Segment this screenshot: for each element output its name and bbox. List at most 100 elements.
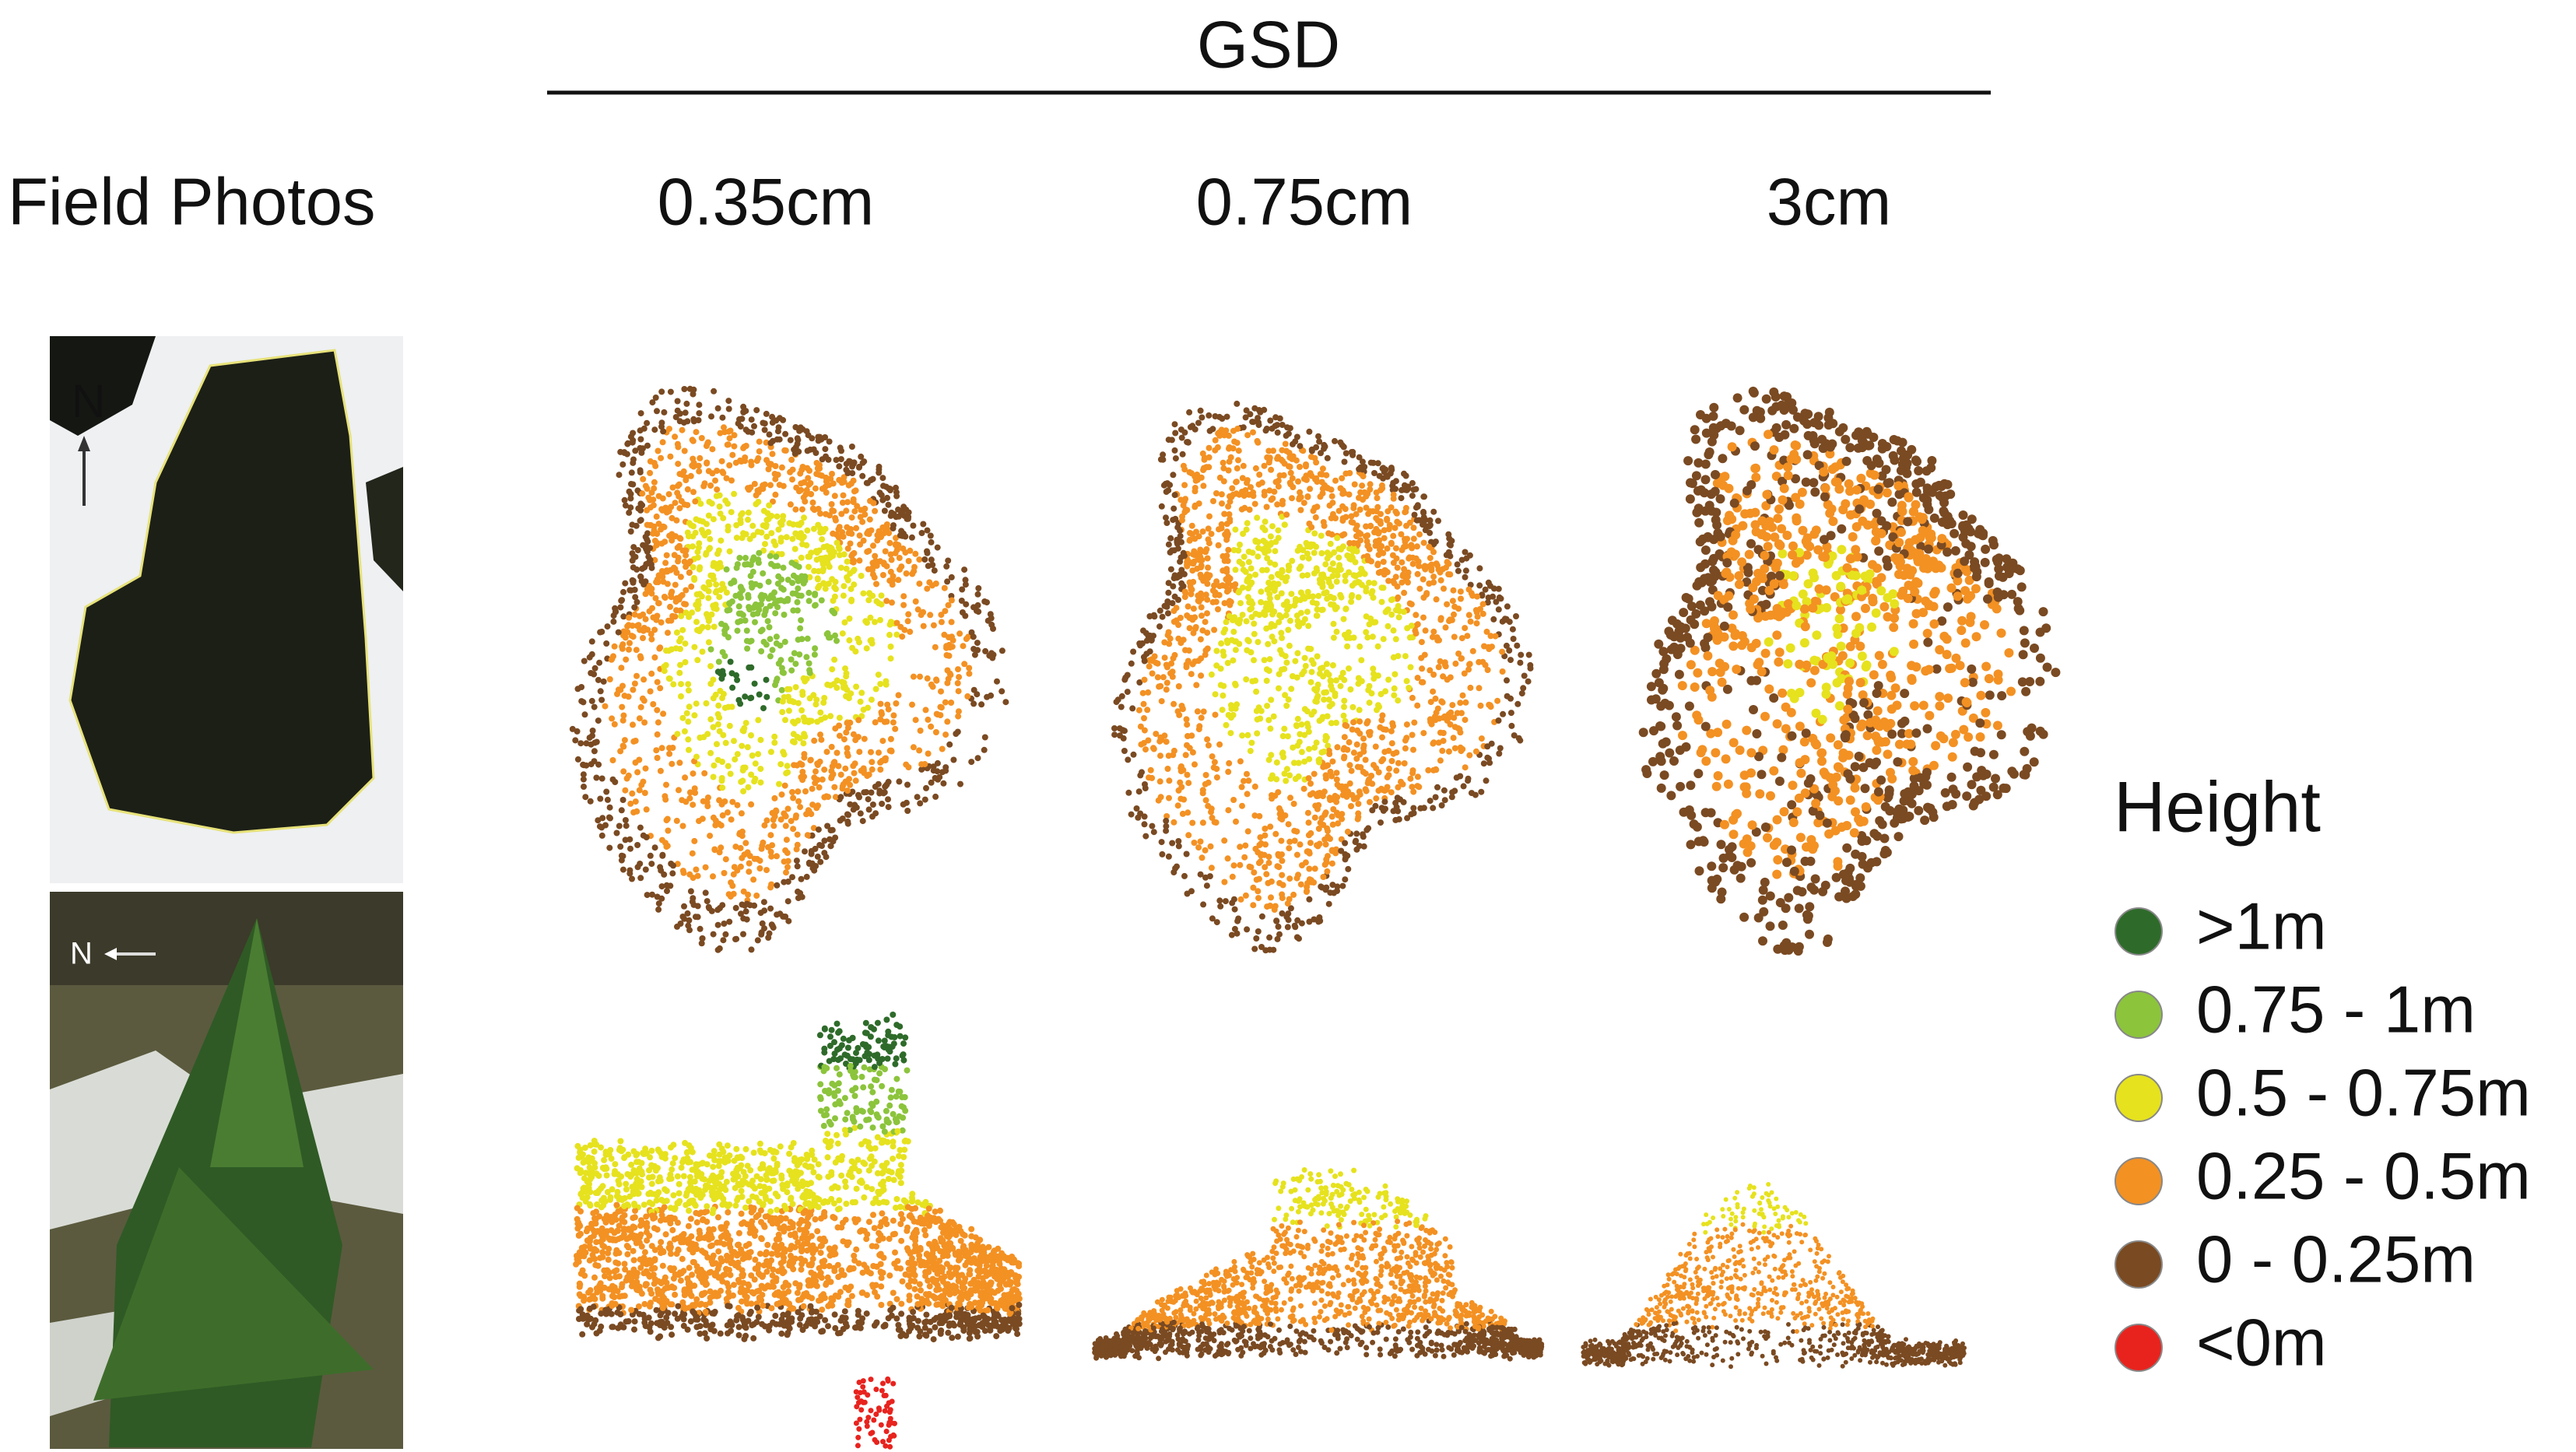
cloud-point	[794, 831, 801, 838]
cloud-point	[1377, 819, 1384, 826]
cloud-point	[609, 715, 616, 722]
cloud-point	[1242, 892, 1249, 899]
cloud-point	[804, 527, 811, 534]
cloud-point	[752, 760, 759, 767]
cloud-point	[710, 773, 717, 780]
cloud-point	[572, 737, 579, 744]
cloud-point	[661, 409, 668, 416]
cloud-point	[924, 549, 931, 556]
cloud-point	[694, 657, 701, 664]
cloud-point	[581, 658, 588, 665]
cloud-point	[1300, 619, 1306, 626]
cloud-point	[1484, 667, 1491, 673]
cloud-point	[1374, 460, 1381, 467]
cloud-point	[658, 423, 665, 430]
cloud-point	[598, 628, 605, 635]
cloud-point	[616, 822, 623, 829]
cloud-point	[680, 869, 687, 876]
cloud-point	[690, 801, 697, 808]
cloud-point	[748, 801, 755, 808]
cloud-point	[1401, 470, 1407, 477]
cloud-point	[784, 597, 791, 604]
cloud-point	[1485, 644, 1492, 651]
cloud-point	[1297, 464, 1303, 470]
cloud-point	[1244, 578, 1251, 584]
cloud-point	[1363, 826, 1370, 833]
cloud-point	[1226, 511, 1233, 517]
cloud-point	[1513, 613, 1519, 619]
cloud-point	[1292, 924, 1299, 931]
cloud-point	[1141, 658, 1148, 665]
cloud-point	[1363, 787, 1370, 794]
cloud-point	[626, 646, 632, 653]
cloud-point	[1739, 912, 1750, 922]
cloud-point	[1165, 629, 1172, 636]
cloud-point	[1156, 683, 1163, 690]
cloud-point	[808, 491, 815, 497]
cloud-point	[780, 913, 787, 920]
cloud-point	[795, 788, 802, 795]
cloud-point	[998, 688, 1005, 695]
cloud-point	[651, 654, 658, 661]
cloud-point	[1385, 772, 1392, 779]
cloud-point	[1199, 787, 1206, 794]
cloud-point	[800, 675, 807, 682]
cloud-point	[1202, 847, 1209, 854]
cloud-point	[949, 637, 956, 644]
cloud-point	[686, 558, 693, 565]
cloud-point	[1243, 618, 1250, 625]
cloud-point	[1327, 566, 1334, 573]
cloud-point	[868, 696, 875, 703]
cloud-point	[1789, 450, 1799, 459]
cloud-point	[1212, 711, 1219, 718]
cloud-point	[836, 545, 843, 552]
cloud-point	[710, 931, 717, 938]
cloud-point	[1457, 700, 1464, 707]
cloud-point	[1256, 472, 1263, 478]
cloud-point	[651, 523, 658, 530]
cloud-point	[776, 482, 783, 489]
cloud-point	[1378, 486, 1385, 493]
cloud-point	[763, 867, 770, 874]
cloud-point	[1311, 814, 1318, 821]
cloud-point	[1346, 545, 1353, 552]
cloud-point	[813, 460, 820, 466]
cloud-point	[1226, 759, 1233, 766]
cloud-point	[1388, 540, 1395, 547]
cloud-point	[1315, 592, 1322, 599]
cloud-point	[1390, 627, 1397, 634]
cloud-point	[1111, 725, 1118, 731]
cloud-point	[844, 577, 851, 584]
cloud-point	[1409, 560, 1416, 567]
cloud-point	[1359, 581, 1365, 588]
cloud-point	[858, 689, 865, 696]
cloud-point	[794, 440, 801, 447]
cloud-point	[1209, 915, 1216, 922]
cloud-point	[574, 728, 581, 735]
cloud-point	[642, 866, 649, 873]
cloud-point	[721, 921, 728, 927]
cloud-point	[1173, 574, 1180, 581]
cloud-point	[805, 660, 812, 667]
cloud-point	[958, 598, 965, 604]
cloud-point	[1213, 647, 1220, 654]
cloud-point	[693, 753, 700, 760]
cloud-point	[626, 836, 633, 843]
cloud-point	[787, 501, 794, 508]
cloud-point	[1329, 662, 1336, 668]
cloud-point	[1191, 502, 1199, 509]
cloud-point	[800, 714, 807, 721]
cloud-point	[1202, 591, 1209, 598]
cloud-point	[1223, 583, 1230, 590]
cloud-point	[622, 580, 629, 587]
cloud-point	[637, 824, 644, 831]
cloud-point	[1293, 612, 1300, 619]
cloud-point	[798, 480, 805, 487]
cloud-point	[847, 529, 853, 536]
cloud-point	[1170, 472, 1177, 479]
cloud-point	[1118, 703, 1125, 710]
cloud-point	[632, 447, 639, 454]
cloud-point	[1199, 612, 1205, 619]
cloud-point	[1441, 797, 1448, 804]
cloud-point	[1184, 721, 1191, 728]
